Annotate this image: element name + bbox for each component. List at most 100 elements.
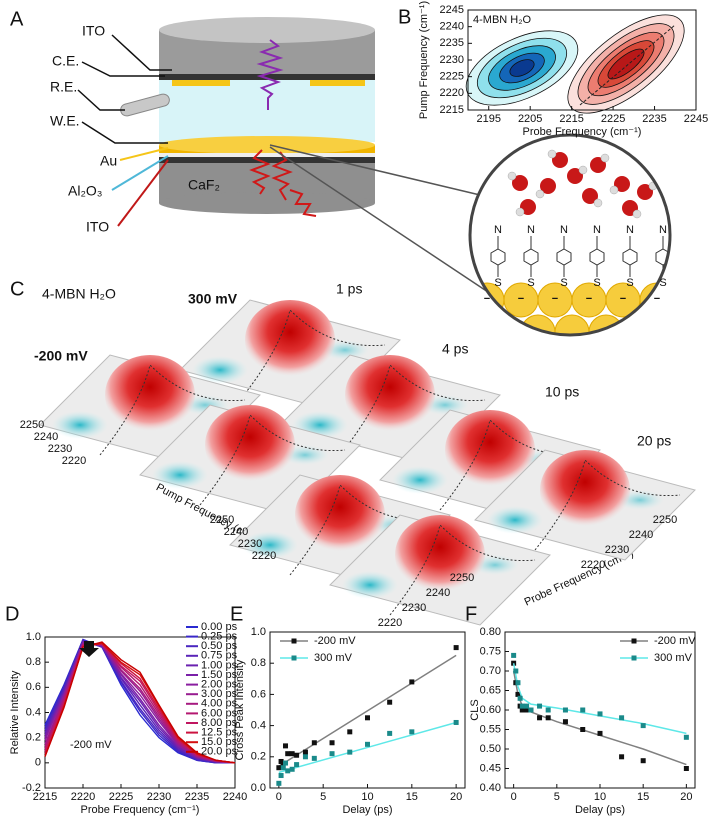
x-tick-label: 5 (320, 791, 326, 803)
x-axis-label: Delay (ps) (575, 804, 625, 816)
surface-plot (474, 449, 696, 561)
pump-tick-label: 2220 (62, 455, 86, 467)
data-point (537, 715, 543, 721)
atom-label: N (659, 224, 667, 236)
probe-tick-label: 2220 (581, 559, 605, 571)
data-point (580, 707, 586, 713)
re-label: R.E. (50, 79, 77, 95)
y-tick-label: 0.6 (26, 681, 41, 693)
data-point (519, 703, 525, 709)
y-tick-label: 2230 (440, 54, 464, 66)
annotation: 4-MBN H₂O (473, 14, 531, 26)
pump-tick-label: 2220 (252, 550, 276, 562)
surface-peak (445, 410, 535, 490)
surface-ridge (534, 459, 681, 551)
atom-label: N (626, 224, 634, 236)
spectrum-line (44, 641, 236, 764)
data-point (524, 703, 530, 709)
delay-label: 4 ps (442, 341, 468, 357)
surface-peak (295, 475, 385, 555)
ito-label: ITO (86, 219, 109, 235)
data-point (683, 734, 689, 740)
legend-label: 12.5 ps (201, 727, 238, 739)
ito-label: ITO (82, 23, 105, 39)
y-tick-label: 0.0 (251, 782, 266, 794)
charge-label: − (654, 293, 660, 305)
y-tick-label: 0.75 (480, 645, 501, 657)
atom-label: N (527, 224, 535, 236)
surface-blob (242, 531, 298, 559)
probe-tick-label: 2240 (426, 587, 450, 599)
al2o3-label: Al₂O₃ (68, 183, 102, 199)
charge-label: − (552, 293, 558, 305)
data-point (302, 754, 308, 760)
data-point (289, 766, 295, 772)
x-tick-label: 2215 (559, 113, 583, 125)
charge-label: − (484, 293, 490, 305)
atom-label: S (560, 277, 567, 289)
x-axis-label: Probe Frequency (cm⁻¹) (81, 804, 200, 816)
y-tick-label: 0.60 (480, 704, 501, 716)
data-point (294, 762, 300, 768)
atom-label: S (626, 277, 633, 289)
x-tick-label: 15 (637, 791, 649, 803)
x-tick-label: 5 (554, 791, 560, 803)
caf2-label: CaF₂ (188, 177, 220, 193)
data-point (347, 749, 353, 755)
y-tick-label: 1.0 (26, 631, 41, 643)
data-point (517, 695, 523, 701)
y-tick-label: -0.2 (22, 782, 41, 794)
delay-label: 1 ps (336, 281, 362, 297)
we-label: W.E. (50, 113, 80, 129)
data-point (597, 711, 603, 717)
probe-tick-label: 2240 (629, 529, 653, 541)
fit-line (278, 654, 457, 767)
fit-line (512, 663, 687, 735)
probe-tick-label: 2220 (378, 617, 402, 629)
legend-label: -200 mV (314, 635, 356, 647)
panel-label: E (230, 603, 243, 625)
x-tick-label: 2240 (223, 791, 247, 803)
panel-label: D (5, 603, 19, 625)
arrow (79, 641, 99, 657)
data-point (365, 741, 370, 747)
data-point (515, 680, 521, 686)
probe-tick-label: 2230 (402, 602, 426, 614)
y-tick-label: 0.50 (480, 743, 501, 755)
y-tick-label: 0.4 (26, 706, 41, 718)
data-point (387, 730, 393, 736)
surface-plot (329, 514, 551, 626)
x-tick-label: 2235 (642, 113, 666, 125)
data-point (283, 743, 289, 749)
x-tick-label: 2205 (518, 113, 542, 125)
data-point (519, 707, 525, 713)
data-point (640, 723, 646, 729)
contour-plot (465, 10, 696, 114)
data-point (453, 719, 459, 725)
y-tick-label: 0.45 (480, 762, 501, 774)
data-point (409, 729, 415, 735)
legend-label: 0.00 ps (201, 621, 238, 633)
surface-plot (139, 404, 361, 516)
y-tick-label: 0.2 (251, 751, 266, 763)
legend-label: 1.50 ps (201, 669, 238, 681)
contour (607, 48, 645, 80)
y-axis-label: Cross Peak Intensity (234, 659, 246, 760)
charge-label: − (518, 293, 524, 305)
x-tick-label: 20 (450, 791, 462, 803)
surface-ridge (99, 364, 246, 456)
legend-label: 4.00 ps (201, 698, 238, 710)
x-tick-label: 2230 (147, 791, 171, 803)
y-tick-label: 0.80 (480, 626, 501, 638)
data-point (280, 765, 286, 771)
fit-line (278, 721, 457, 774)
zoom-circle (468, 133, 672, 337)
y-axis-label: Pump Frequency (cm⁻¹) (418, 1, 430, 119)
data-point (513, 668, 519, 674)
x-tick-label: 0 (276, 791, 282, 803)
x-tick-label: 2220 (71, 791, 95, 803)
data-point (329, 751, 335, 757)
y-tick-label: 2215 (440, 104, 464, 116)
data-point (580, 727, 586, 732)
